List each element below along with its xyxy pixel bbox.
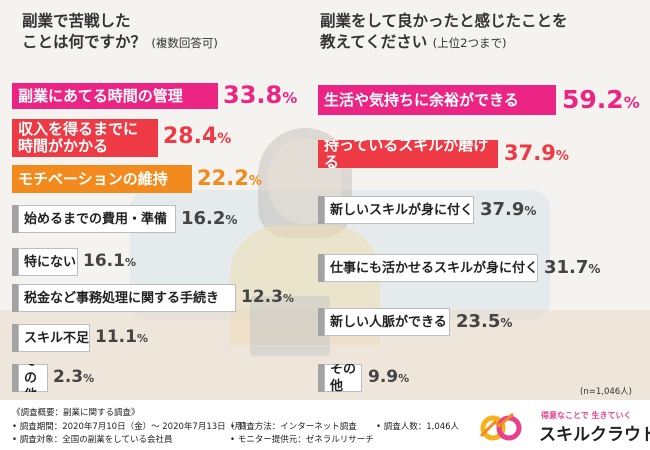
right-chart-title: 副業をして良かったと感じたことを 教えてください (上位2つまで) [320, 11, 640, 54]
skillcloud-logo: 得意なことで 生きていく スキルクラウド [473, 410, 650, 445]
left-bar-label: 副業にあてる時間の管理 [18, 86, 183, 105]
survey-respondents: • 調査人数：1,046人 [376, 422, 460, 432]
left-bar-3: モチベーションの維持 [12, 165, 192, 193]
left-bar-4: 始めるまでの費用・準備 [12, 205, 176, 233]
left-bar-1: 副業にあてる時間の管理 [12, 83, 218, 109]
left-bar-label: その他 [24, 364, 38, 392]
right-bar-label: その他 [330, 364, 357, 392]
right-value-label: 37.9% [480, 198, 537, 220]
left-value-label: 28.4% [163, 124, 232, 150]
right-value-label: 37.9% [504, 140, 569, 165]
left-bar-label: 税金など事務処理に関する手続き [24, 290, 220, 306]
right-title-text: 副業をして良かったと感じたことを 教えてください [320, 12, 568, 51]
left-chart-title: 副業で苦戦した ことは何ですか？ (複数回答可) [22, 11, 282, 54]
logo-name: スキルクラウド [539, 425, 650, 445]
right-bar-label: 新しいスキルが身に付く [330, 202, 474, 218]
right-bar-label: 新しい人脈ができる [330, 314, 447, 330]
left-bar-7: スキル不足 [12, 324, 90, 352]
right-value-label: 23.5% [456, 310, 513, 332]
left-bar-label: 始めるまでの費用・準備 [24, 211, 168, 227]
sample-size-note: (n=1,046人) [580, 387, 632, 397]
right-bar-label: 持っているスキルが磨ける [324, 140, 489, 168]
left-title-text: 副業で苦戦した ことは何ですか？ [22, 12, 147, 51]
right-value-label: 31.7% [544, 256, 601, 278]
right-value-label: 9.9% [368, 367, 410, 388]
left-value-label: 16.2% [181, 207, 238, 229]
left-value-label: 11.1% [95, 327, 148, 348]
survey-footer: 《調査概要：副業に関する調査》 • 調査期間：2020年7月10日（金）〜 20… [0, 400, 650, 450]
left-bar-label: モチベーションの維持 [18, 169, 168, 188]
right-bar-3: 新しいスキルが身に付く [318, 196, 474, 224]
left-title-sub: (複数回答可) [151, 36, 218, 50]
left-bar-6: 税金など事務処理に関する手続き [12, 284, 236, 312]
right-bar-label: 生活や気持ちに余裕ができる [324, 90, 519, 109]
left-value-label: 12.3% [241, 287, 294, 308]
right-bar-5: 新しい人脈ができる [318, 308, 450, 336]
left-bar-8: その他 [12, 364, 48, 392]
left-bar-5: 特にない [12, 248, 78, 276]
logo-mark-icon [479, 412, 522, 441]
logo-tagline: 得意なことで 生きていく [541, 411, 632, 420]
right-title-sub: (上位2つまで) [432, 36, 507, 50]
left-value-label: 2.3% [53, 367, 95, 388]
survey-provider: • モニター提供元：ゼネラルリサーチ [230, 435, 374, 445]
left-value-label: 16.1% [83, 251, 136, 272]
survey-method: • 調査方法：インターネット調査 [230, 422, 357, 432]
left-value-label: 22.2% [197, 165, 262, 190]
survey-period: • 調査期間：2020年7月10日（金）〜 2020年7月13日（月） [12, 422, 252, 432]
right-bar-1: 生活や気持ちに余裕ができる [318, 85, 556, 115]
right-bar-2: 持っているスキルが磨ける [318, 140, 498, 168]
right-value-label: 59.2% [562, 84, 640, 114]
left-value-label: 33.8% [223, 81, 298, 110]
survey-overview: 《調査概要：副業に関する調査》 [12, 408, 140, 418]
left-bar-label: スキル不足 [24, 330, 90, 346]
right-bar-4: 仕事にも活かせるスキルが身に付く [318, 254, 538, 282]
survey-target: • 調査対象：全国の副業をしている会社員 [12, 435, 173, 445]
left-bar-2: 収入を得るまでに 時間がかかる [12, 119, 158, 157]
left-bar-label: 特にない [24, 254, 77, 270]
left-bar-label: 収入を得るまでに 時間がかかる [18, 120, 139, 155]
right-bar-6: その他 [318, 364, 362, 392]
right-bar-label: 仕事にも活かせるスキルが身に付く [330, 260, 538, 276]
